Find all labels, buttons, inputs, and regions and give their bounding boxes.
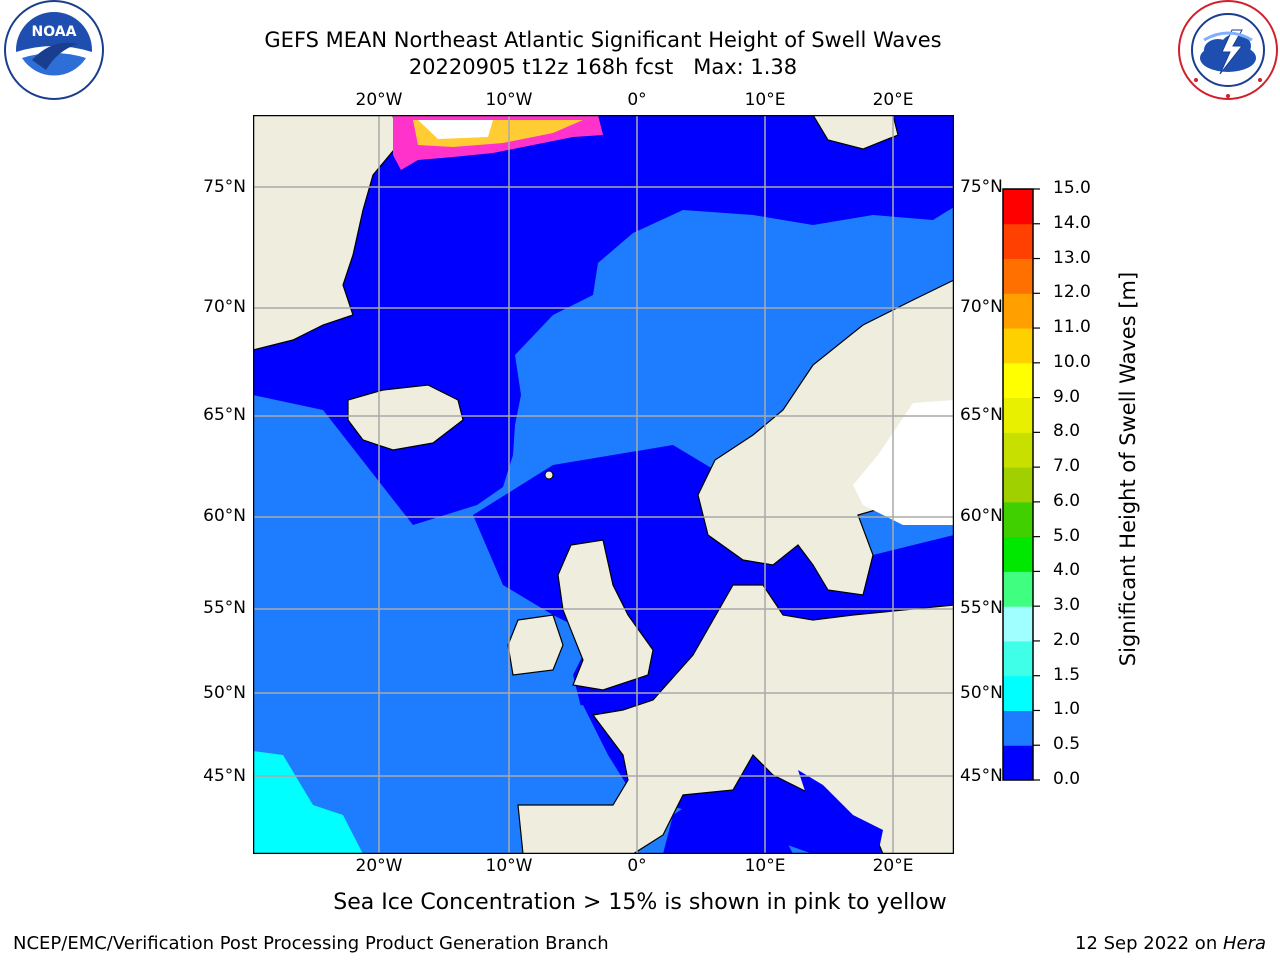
footer-date-text: 12 Sep 2022 on	[1075, 933, 1223, 954]
colorbar-band	[1003, 467, 1033, 503]
colorbar-label: 7.0	[1053, 456, 1081, 477]
lon-tick-top: 20°E	[872, 90, 914, 110]
noaa-logo-icon: NOAA	[4, 0, 104, 100]
colorbar-label: 9.0	[1053, 386, 1081, 407]
colorbar-label: 1.0	[1053, 699, 1081, 720]
colorbar-label: 10.0	[1053, 351, 1091, 372]
sea-ice-caption: Sea Ice Concentration > 15% is shown in …	[333, 890, 947, 915]
colorbar	[1002, 188, 1040, 781]
sea-ice-white-core	[418, 120, 493, 139]
lat-tick-right: 70°N	[960, 297, 1003, 317]
footer-date: 12 Sep 2022 on Hera	[1075, 933, 1266, 954]
swell-height-map	[253, 115, 954, 854]
lon-tick-bottom: 10°W	[485, 856, 533, 876]
colorbar-title: Significant Height of Swell Waves [m]	[1116, 271, 1140, 667]
colorbar-band	[1003, 536, 1033, 572]
colorbar-band	[1003, 640, 1033, 677]
colorbar-band	[1003, 606, 1033, 642]
colorbar-label: 1.5	[1053, 664, 1081, 685]
map-frame	[253, 115, 954, 854]
colorbar-band	[1003, 362, 1033, 399]
lon-tick-top: 0°	[627, 90, 647, 110]
baltic-no-data	[853, 400, 954, 525]
chart-subtitle: 20220905 t12z 168h fcst Max: 1.38	[408, 55, 798, 79]
lon-tick-top: 20°W	[355, 90, 403, 110]
colorbar-label: 2.0	[1053, 629, 1081, 650]
lon-tick-bottom: 0°	[627, 856, 647, 876]
colorbar-band	[1003, 293, 1033, 329]
map-graticule	[253, 115, 954, 854]
colorbar-label: 14.0	[1053, 212, 1091, 233]
colorbar-label: 8.0	[1053, 421, 1081, 442]
colorbar-label: 3.0	[1053, 595, 1081, 616]
lon-tick-bottom: 10°E	[744, 856, 786, 876]
colorbar-band	[1003, 710, 1033, 746]
colorbar-label: 0.5	[1053, 734, 1081, 755]
land-iceland	[347, 384, 464, 451]
lat-tick-right: 50°N	[960, 683, 1003, 703]
colorbar-label: 5.0	[1053, 525, 1081, 546]
footer-branch: NCEP/EMC/Verification Post Processing Pr…	[13, 933, 609, 954]
lat-tick-left: 45°N	[203, 766, 246, 786]
colorbar-band	[1003, 745, 1033, 781]
colorbar-label: 12.0	[1053, 282, 1091, 303]
lat-tick-left: 75°N	[203, 177, 246, 197]
colorbar-label: 11.0	[1053, 317, 1091, 338]
nws-logo-icon	[1178, 0, 1278, 100]
land-svalbard	[812, 115, 899, 150]
lat-tick-left: 50°N	[203, 683, 246, 703]
land-great-britain	[557, 539, 654, 691]
lat-tick-left: 60°N	[203, 506, 246, 526]
lat-tick-right: 55°N	[960, 598, 1003, 618]
colorbar-band	[1003, 397, 1033, 433]
colorbar-band	[1003, 189, 1033, 225]
chart-title: GEFS MEAN Northeast Atlantic Significant…	[264, 28, 942, 52]
colorbar-label: 0.0	[1053, 769, 1081, 789]
colorbar-band	[1003, 223, 1033, 260]
lat-tick-right: 65°N	[960, 405, 1003, 425]
colorbar-label: 6.0	[1053, 490, 1081, 511]
colorbar-band	[1003, 328, 1033, 364]
colorbar-band	[1003, 675, 1033, 711]
lon-tick-bottom: 20°W	[355, 856, 403, 876]
land-ireland	[507, 614, 564, 676]
lat-tick-left: 65°N	[203, 405, 246, 425]
lat-tick-right: 60°N	[960, 506, 1003, 526]
colorbar-band	[1003, 432, 1033, 468]
lon-tick-top: 10°W	[485, 90, 533, 110]
lon-tick-top: 10°E	[744, 90, 786, 110]
lat-tick-left: 55°N	[203, 598, 246, 618]
colorbar-label: 4.0	[1053, 560, 1081, 581]
footer-host: Hera	[1222, 933, 1266, 954]
colorbar-label: 15.0	[1053, 178, 1091, 198]
noaa-logo-text: NOAA	[32, 24, 77, 40]
lat-tick-right: 75°N	[960, 177, 1003, 197]
lon-tick-bottom: 20°E	[872, 856, 914, 876]
colorbar-band	[1003, 501, 1033, 538]
lat-tick-right: 45°N	[960, 766, 1003, 786]
colorbar-label: 13.0	[1053, 247, 1091, 268]
colorbar-band	[1003, 258, 1033, 294]
lat-tick-left: 70°N	[203, 297, 246, 317]
colorbar-band	[1003, 571, 1033, 607]
